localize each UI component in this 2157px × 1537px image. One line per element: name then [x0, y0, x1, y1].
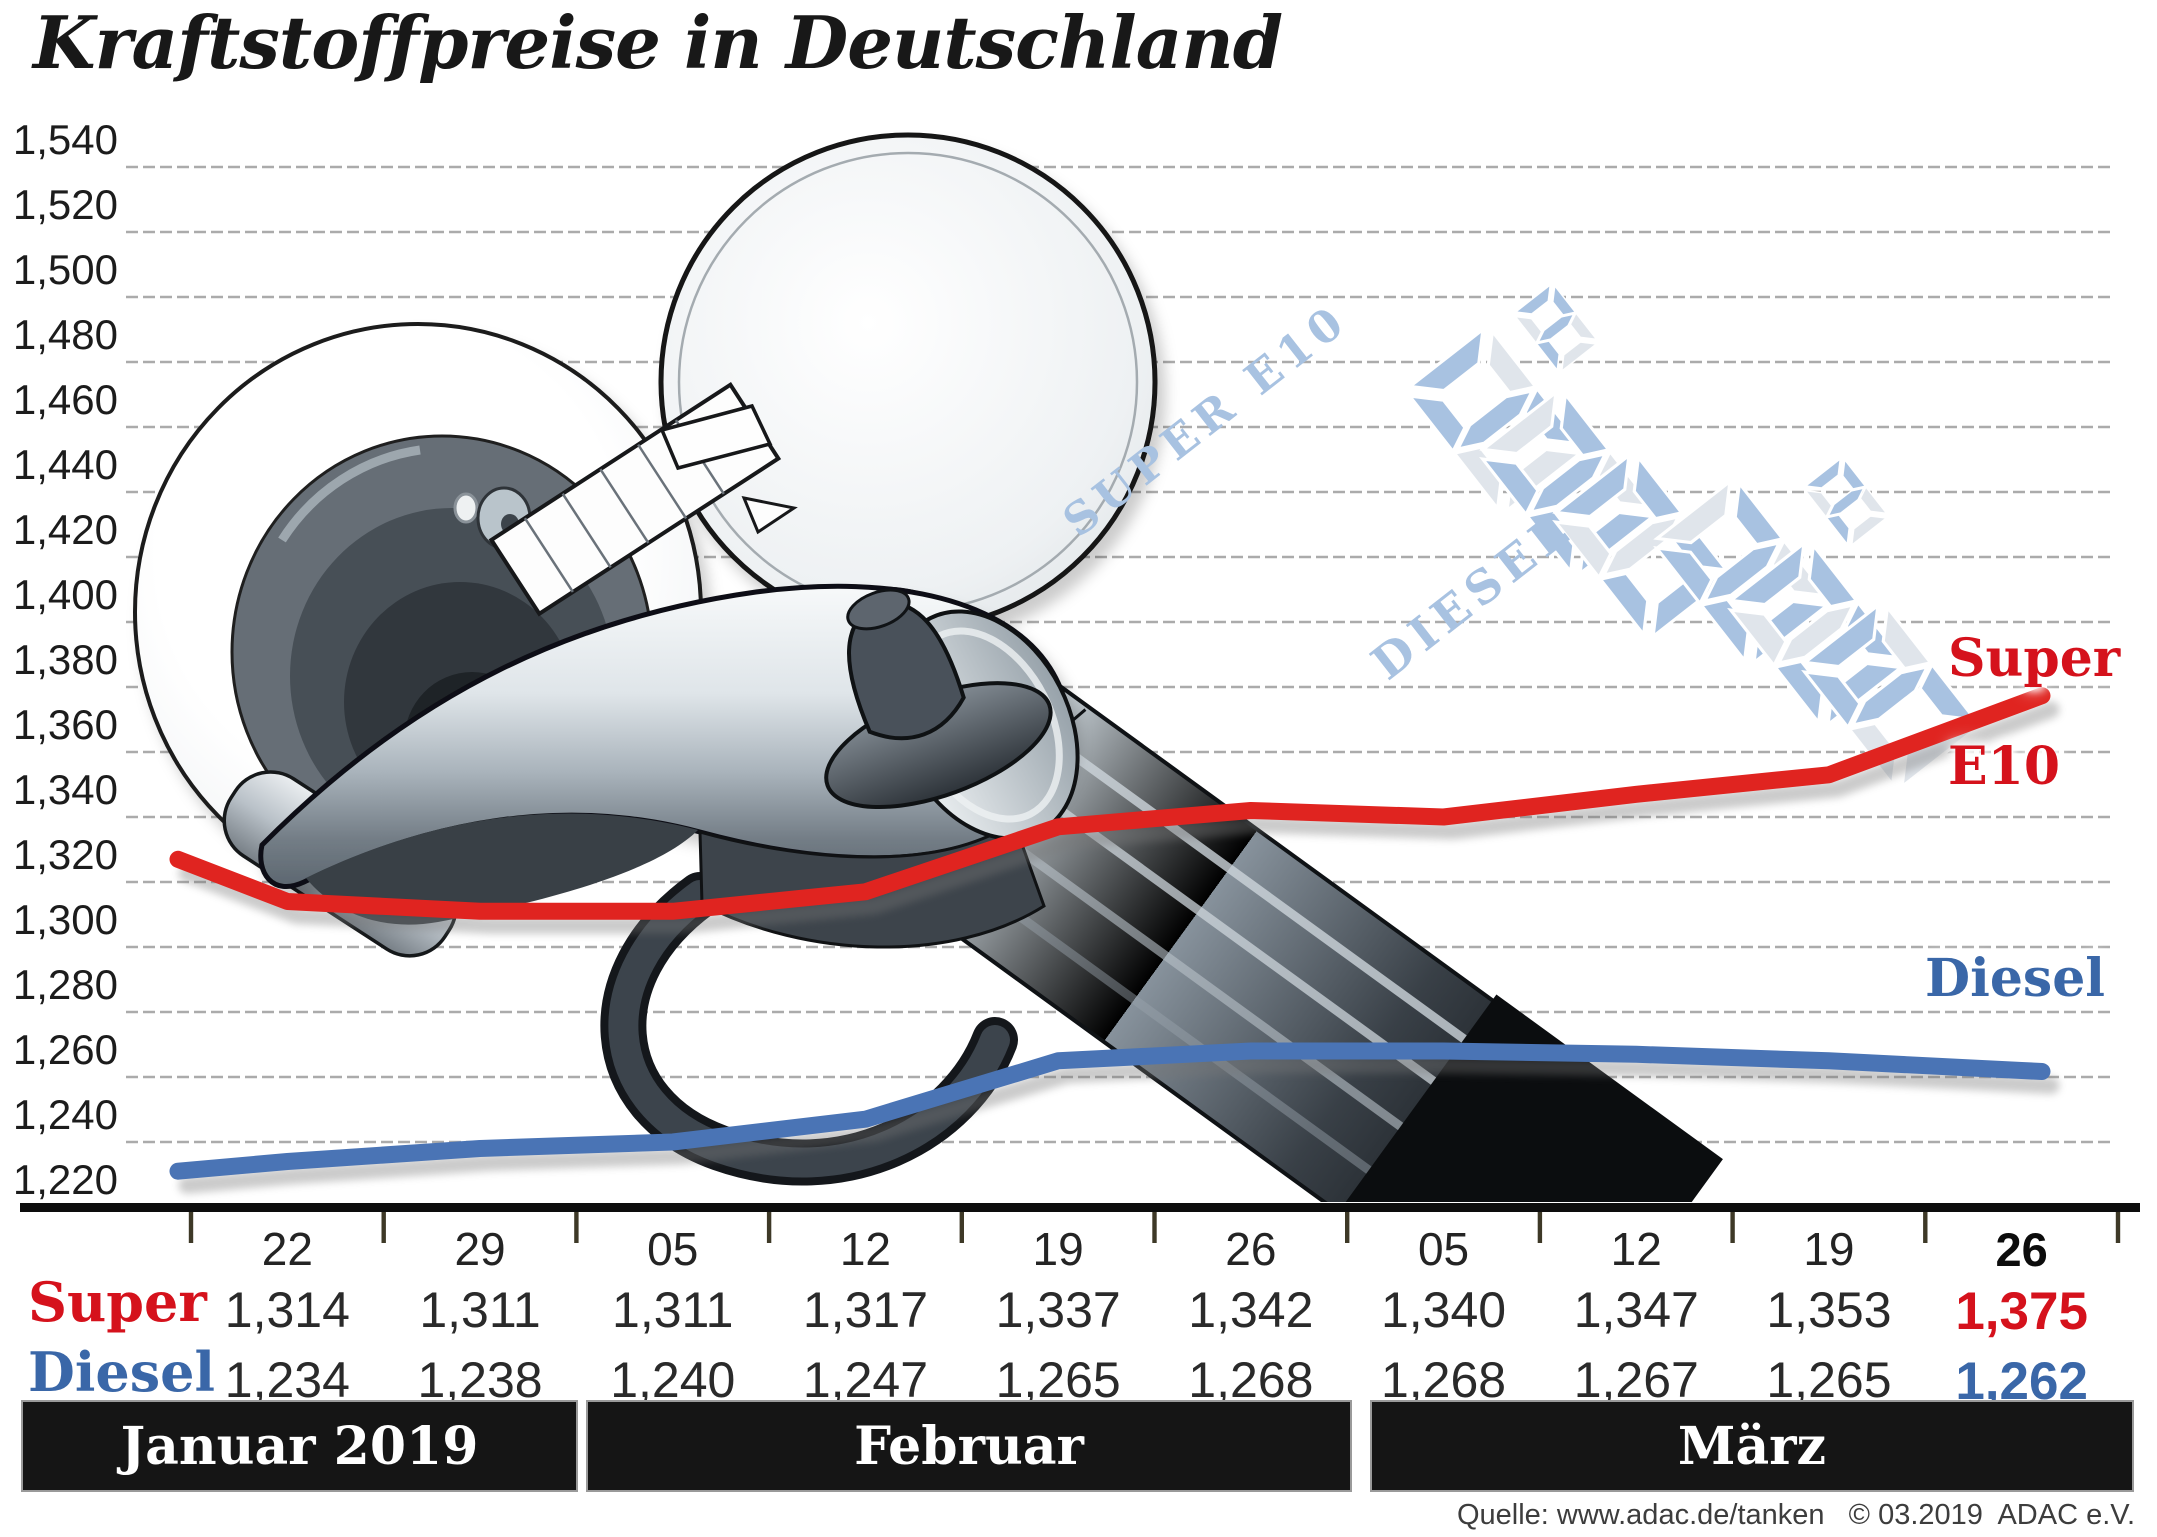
- table-cell: 1,240: [610, 1352, 736, 1408]
- fuel-cap-disc: [658, 132, 1158, 632]
- ghost-label-diesel: DIESEL: [1361, 501, 1583, 691]
- x-axis-tick: [188, 1212, 194, 1243]
- y-axis-tick-label: 1,320: [12, 831, 118, 878]
- diesel-line-shadow: [178, 1056, 2060, 1194]
- source-note: Quelle: www.adac.de/tanken © 03.2019 ADA…: [1456, 1499, 2135, 1531]
- y-axis-tick-label: 1,280: [12, 961, 118, 1008]
- ring-highlight: [278, 445, 421, 543]
- table-cell: 1,342: [1188, 1282, 1314, 1338]
- table-cell: 1,375: [1955, 1282, 2088, 1341]
- cuff-flap: [659, 403, 773, 471]
- x-axis-tick: [2115, 1212, 2121, 1243]
- y-axis-tick-label: 1,400: [12, 571, 118, 618]
- x-axis-line: [20, 1203, 2140, 1212]
- ring-screw-small: [453, 492, 479, 524]
- table-cell: 1,234: [224, 1352, 350, 1408]
- month-label-januar: Januar 2019: [120, 1415, 479, 1477]
- x-axis-tick: [1537, 1212, 1543, 1243]
- x-axis-label: 05: [1417, 1223, 1470, 1275]
- series-label-diesel: Diesel: [1925, 948, 2106, 1009]
- x-axis-label: 05: [647, 1223, 699, 1275]
- seven-segment-digit: [1552, 451, 1730, 641]
- x-axis-label: 19: [1032, 1223, 1084, 1275]
- diesel-line: [169, 1042, 2051, 1180]
- cuff-tab: [741, 495, 798, 535]
- super-e10-line-shadow: [178, 701, 2060, 934]
- chrome-underside: [306, 813, 698, 925]
- x-axis-tick: [1730, 1212, 1735, 1243]
- table-cell: 1,347: [1573, 1282, 1699, 1338]
- y-axis-tick-label: 1,340: [12, 766, 118, 813]
- x-axis-label: 19: [1803, 1223, 1855, 1275]
- page-title: Kraftstoffpreise in Deutschland: [33, 0, 1283, 85]
- x-axis: [20, 1203, 2140, 1243]
- table-cell: 1,265: [995, 1352, 1121, 1408]
- series-label-super-line1: Super: [1948, 628, 2121, 689]
- super-e10-line: [169, 687, 2051, 920]
- y-axis-tick-label: 1,540: [12, 116, 118, 163]
- y-axis-tick-label: 1,240: [12, 1091, 118, 1138]
- x-axis-tick: [1923, 1212, 1928, 1243]
- month-label-februar: Februar: [854, 1415, 1084, 1477]
- x-axis-tick: [766, 1212, 772, 1243]
- table-cell: 1,317: [802, 1282, 928, 1338]
- series-label-super-line2: E10: [1948, 736, 2060, 797]
- hose: [1334, 994, 1723, 1202]
- table-cell: 1,268: [1188, 1352, 1314, 1408]
- month-label-maerz: März: [1677, 1415, 1827, 1477]
- x-axis-label: 26: [1995, 1223, 2048, 1276]
- y-axis-tick-label: 1,520: [12, 181, 118, 228]
- table-cell: 1,353: [1766, 1282, 1892, 1338]
- table-row-label-super: Super: [28, 1270, 207, 1334]
- y-axis-tick-label: 1,500: [12, 246, 118, 293]
- line-shadows: [178, 701, 2060, 1194]
- x-axis-tick: [574, 1212, 579, 1243]
- table-cell: 1,268: [1380, 1352, 1507, 1408]
- table-cell: 1,247: [802, 1352, 928, 1408]
- y-axis-tick-label: 1,360: [12, 701, 118, 748]
- x-axis-label: 22: [261, 1223, 313, 1275]
- y-axis-tick-label: 1,260: [12, 1026, 118, 1073]
- table-cell: 1,311: [419, 1282, 541, 1338]
- y-axis-tick-label: 1,220: [12, 1156, 118, 1203]
- table-cell: 1,238: [417, 1352, 543, 1408]
- table-cell: 1,311: [612, 1282, 734, 1338]
- table-cell: 1,337: [995, 1282, 1121, 1338]
- table-cell: 1,340: [1380, 1282, 1507, 1338]
- y-axis-tick-label: 1,380: [12, 636, 118, 683]
- fuel-nozzle-illustration: [133, 132, 1723, 1202]
- series-lines: [169, 687, 2051, 1180]
- month-bar-maerz: März: [1370, 1400, 2134, 1492]
- seven-segment-digit: [1653, 477, 1831, 667]
- y-axis-tick-label: 1,480: [12, 311, 118, 358]
- nozzle-knob: [824, 588, 1053, 810]
- x-axis-tick: [959, 1212, 964, 1243]
- x-axis-tick: [381, 1212, 386, 1243]
- y-axis-tick-label: 1,420: [12, 506, 118, 553]
- x-axis-label: 26: [1225, 1223, 1277, 1275]
- table-row-label-diesel: Diesel: [28, 1340, 215, 1404]
- y-axis-tick-label: 1,440: [12, 441, 118, 488]
- month-bar-januar: Januar 2019: [21, 1400, 578, 1492]
- x-axis-label: 12: [1610, 1223, 1662, 1275]
- y-axis-tick-label: 1,460: [12, 376, 118, 423]
- x-axis-tick: [1152, 1212, 1157, 1243]
- table-cell: 1,265: [1766, 1352, 1892, 1408]
- series-label-super-e10: Super E10: [1948, 578, 2120, 848]
- seven-segment-digit: [1803, 457, 1889, 547]
- table-cell: 1,314: [224, 1282, 350, 1338]
- x-axis-label: 29: [454, 1223, 506, 1275]
- x-axis-tick: [1345, 1212, 1350, 1243]
- seven-segment-digit: [1513, 283, 1599, 373]
- x-axis-label: 12: [839, 1223, 892, 1275]
- y-axis-tick-label: 1,300: [12, 896, 118, 943]
- month-bar-februar: Februar: [586, 1400, 1352, 1492]
- table-cell: 1,267: [1573, 1352, 1699, 1408]
